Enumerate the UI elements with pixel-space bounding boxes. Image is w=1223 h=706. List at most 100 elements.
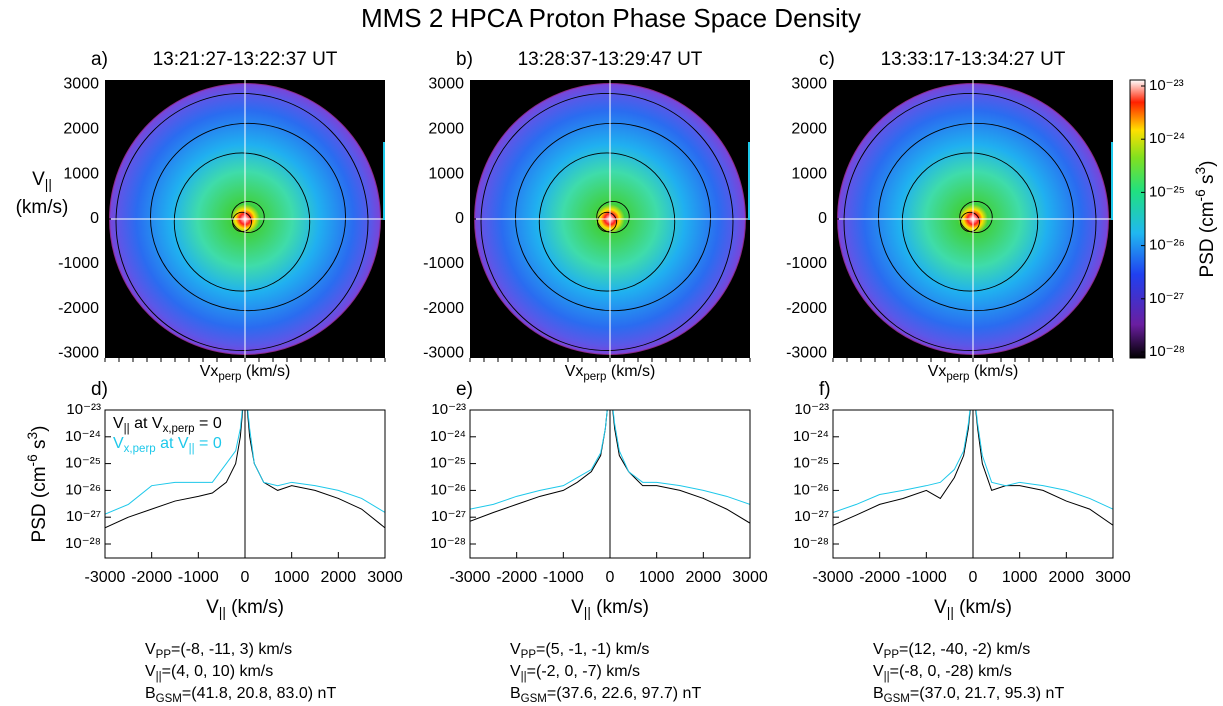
text-part: PSD (cm: [1197, 201, 1218, 277]
text-part: ||: [521, 671, 527, 683]
y-tick-label: -2000: [423, 300, 464, 317]
text-part: B: [510, 685, 521, 702]
colorbar-tick-label: 10⁻²⁷: [1149, 290, 1184, 307]
x-tick-label: -3000: [813, 569, 854, 586]
x-tick-label: 3000: [1095, 569, 1131, 586]
x-tick-label: 0: [241, 569, 250, 586]
text-part: ||: [45, 177, 52, 192]
text-part: GSM: [521, 693, 547, 705]
annotation: VPP=(-8, -11, 3) km/s: [145, 641, 292, 661]
y-tick-label: 2000: [63, 121, 99, 138]
text-part: -6: [25, 454, 40, 466]
text-part: (km/s): [16, 197, 69, 218]
series-line: [470, 410, 750, 524]
contour: [960, 211, 980, 233]
series-line: [833, 410, 1113, 526]
text-part: at V: [130, 415, 163, 432]
x-tick-label: -1000: [543, 569, 584, 586]
text-part: at V: [156, 435, 189, 452]
y-tick-label: 2000: [428, 121, 464, 138]
series-line: [105, 410, 385, 515]
text-part: =(-8, -11, 3) km/s: [171, 641, 292, 658]
contour: [115, 93, 369, 351]
colorbar-tick-label: 10⁻²⁵: [1149, 183, 1185, 200]
colorbar-label: PSD (cm-6 s3): [1193, 161, 1218, 278]
x-tick-label: 2000: [321, 569, 357, 586]
contour: [231, 200, 265, 234]
y-tick-label: -2000: [786, 300, 827, 317]
contour: [150, 122, 346, 312]
text-part: ||: [156, 671, 162, 683]
text-part: V: [113, 415, 124, 432]
text-part: V: [32, 169, 45, 190]
colorbar-tick-label: 10⁻²³: [1149, 77, 1184, 94]
y-tick-label: 10⁻²⁸: [65, 535, 101, 552]
y-axis-label: PSD (cm-6 s3): [25, 426, 50, 543]
text-part: PP: [884, 649, 900, 661]
y-tick-label: 10⁻²⁶: [430, 481, 466, 498]
text-part: V: [510, 663, 521, 680]
series-line: [105, 410, 385, 529]
y-tick-label: -3000: [423, 345, 464, 362]
y-tick-label: 10⁻²⁵: [430, 455, 466, 472]
contour: [843, 93, 1097, 351]
x-tick-label: 1000: [1002, 569, 1038, 586]
text-part: = 0: [195, 415, 222, 432]
y-tick-label: 10⁻²⁷: [66, 508, 101, 525]
x-axis-label: V|| (km/s): [934, 597, 1012, 620]
text-part: =(12, -40, -2) km/s: [899, 641, 1030, 658]
text-part: (km/s): [241, 363, 290, 380]
text-part: (km/s): [591, 597, 649, 618]
y-tick-label: 3000: [791, 76, 827, 93]
text-part: s: [29, 439, 50, 454]
legend-entry: V|| at Vx,perp = 0: [113, 415, 222, 435]
x-tick-label: 3000: [732, 569, 768, 586]
panel-label: d): [91, 379, 108, 400]
colorbar-tick-label: 10⁻²⁴: [1149, 130, 1185, 147]
x-tick-label: 3000: [367, 569, 403, 586]
text-part: GSM: [884, 693, 910, 705]
y-axis-label: (km/s): [16, 197, 69, 218]
x-axis-label: V|| (km/s): [571, 597, 649, 620]
y-tick-label: -3000: [58, 345, 99, 362]
annotation: VPP=(12, -40, -2) km/s: [873, 641, 1030, 661]
text-part: = 0: [195, 435, 222, 452]
text-part: (km/s): [226, 597, 284, 618]
x-axis-label: V|| (km/s): [206, 597, 284, 620]
y-tick-label: -1000: [786, 255, 827, 272]
y-tick-label: 10⁻²⁷: [794, 508, 829, 525]
text-part: ||: [584, 605, 591, 620]
plot-frame: [104, 409, 386, 559]
text-part: =(4, 0, 10) km/s: [162, 663, 274, 680]
contour: [232, 211, 252, 233]
y-tick-label: 10⁻²⁶: [793, 481, 829, 498]
y-tick-label: 10⁻²⁸: [430, 535, 466, 552]
text-part: 3: [25, 432, 40, 440]
x-tick-label: -1000: [178, 569, 219, 586]
text-part: V: [873, 641, 884, 658]
y-tick-label: 0: [818, 210, 827, 227]
text-part: (km/s): [954, 597, 1012, 618]
panel-title: 13:33:17-13:34:27 UT: [881, 49, 1066, 70]
x-axis-label: Vxperp (km/s): [200, 363, 291, 383]
x-axis-label: Vxperp (km/s): [928, 363, 1019, 383]
text-part: V: [206, 597, 219, 618]
text-part: perp: [946, 371, 969, 383]
contour: [480, 93, 734, 351]
text-part: B: [873, 685, 884, 702]
y-tick-label: 10⁻²³: [794, 401, 829, 418]
y-tick-label: 10⁻²⁴: [430, 428, 466, 445]
y-tick-label: 3000: [428, 76, 464, 93]
plot-frame: [469, 409, 751, 559]
text-part: V: [934, 597, 947, 618]
annotation: V||=(-2, 0, -7) km/s: [510, 663, 640, 683]
text-part: ): [29, 426, 50, 432]
x-tick-label: -3000: [450, 569, 491, 586]
text-part: =(37.6, 22.6, 97.7) nT: [547, 685, 702, 702]
x-tick-label: 2000: [1049, 569, 1085, 586]
text-part: =(37.0, 21.7, 95.3) nT: [910, 685, 1065, 702]
annotation: BGSM=(37.6, 22.6, 97.7) nT: [510, 685, 701, 705]
text-part: =(-2, 0, -7) km/s: [527, 663, 640, 680]
colorbar-tick-label: 10⁻²⁸: [1149, 343, 1185, 360]
legend-entry: Vx,perp at V|| = 0: [113, 435, 222, 455]
